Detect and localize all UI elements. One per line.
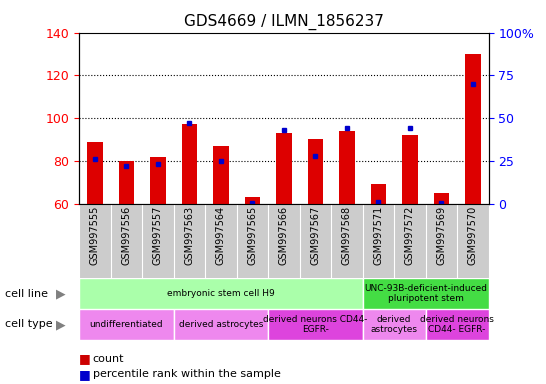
Bar [174,309,268,340]
Text: GSM997557: GSM997557 [153,206,163,265]
Text: UNC-93B-deficient-induced
pluripotent stem: UNC-93B-deficient-induced pluripotent st… [364,284,487,303]
Bar [268,309,363,340]
Title: GDS4669 / ILMN_1856237: GDS4669 / ILMN_1856237 [184,14,384,30]
Bar [276,133,292,204]
Text: embryonic stem cell H9: embryonic stem cell H9 [167,289,275,298]
Bar [79,278,363,309]
Bar [150,157,166,204]
Bar [402,135,418,204]
Text: derived neurons CD44-
EGFR-: derived neurons CD44- EGFR- [263,315,367,334]
Bar [339,131,355,204]
Text: cell type: cell type [5,319,53,329]
Bar [79,309,174,340]
Text: derived
astrocytes: derived astrocytes [371,315,418,334]
Bar [181,124,197,204]
Text: ▶: ▶ [56,318,66,331]
Text: GSM997569: GSM997569 [436,206,447,265]
Bar [426,309,489,340]
Bar [465,54,481,204]
Text: derived neurons
CD44- EGFR-: derived neurons CD44- EGFR- [420,315,494,334]
Text: GSM997567: GSM997567 [311,206,321,265]
Text: GSM997568: GSM997568 [342,206,352,265]
Text: GSM997570: GSM997570 [468,206,478,265]
Text: GSM997566: GSM997566 [279,206,289,265]
Bar [118,161,134,204]
Text: derived astrocytes: derived astrocytes [179,320,263,329]
Bar [213,146,229,204]
Text: GSM997556: GSM997556 [121,206,132,265]
Text: undifferentiated: undifferentiated [90,320,163,329]
Text: ▶: ▶ [56,287,66,300]
Bar [434,193,449,204]
Text: GSM997564: GSM997564 [216,206,226,265]
Text: GSM997563: GSM997563 [185,206,194,265]
Bar [245,197,260,204]
Bar [363,309,426,340]
Text: ■: ■ [79,353,91,366]
Bar [307,139,323,204]
Text: GSM997565: GSM997565 [247,206,257,265]
Text: GSM997571: GSM997571 [373,206,383,265]
Text: GSM997555: GSM997555 [90,206,100,265]
Bar [371,184,386,204]
Text: cell line: cell line [5,289,49,299]
Text: ■: ■ [79,368,91,381]
Text: GSM997572: GSM997572 [405,206,415,265]
Bar [87,142,103,204]
Bar [363,278,489,309]
Text: count: count [93,354,124,364]
Text: percentile rank within the sample: percentile rank within the sample [93,369,281,379]
